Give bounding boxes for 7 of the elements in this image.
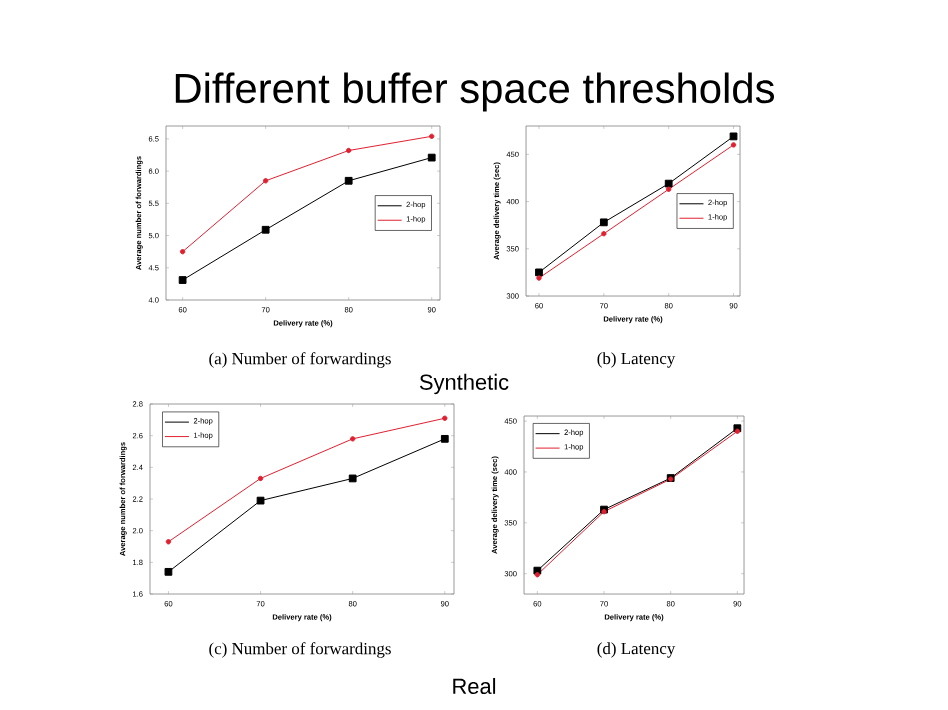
text: Real xyxy=(453,677,496,695)
text: (a) Number of forwardings xyxy=(209,352,391,368)
text: Synthetic xyxy=(419,373,509,395)
chart-title: Different buffer space thresholds xyxy=(175,72,775,112)
text: (d) Latency xyxy=(597,642,676,658)
text: (c) Number of forwardings xyxy=(209,642,391,658)
text: (b) Latency xyxy=(597,352,676,368)
